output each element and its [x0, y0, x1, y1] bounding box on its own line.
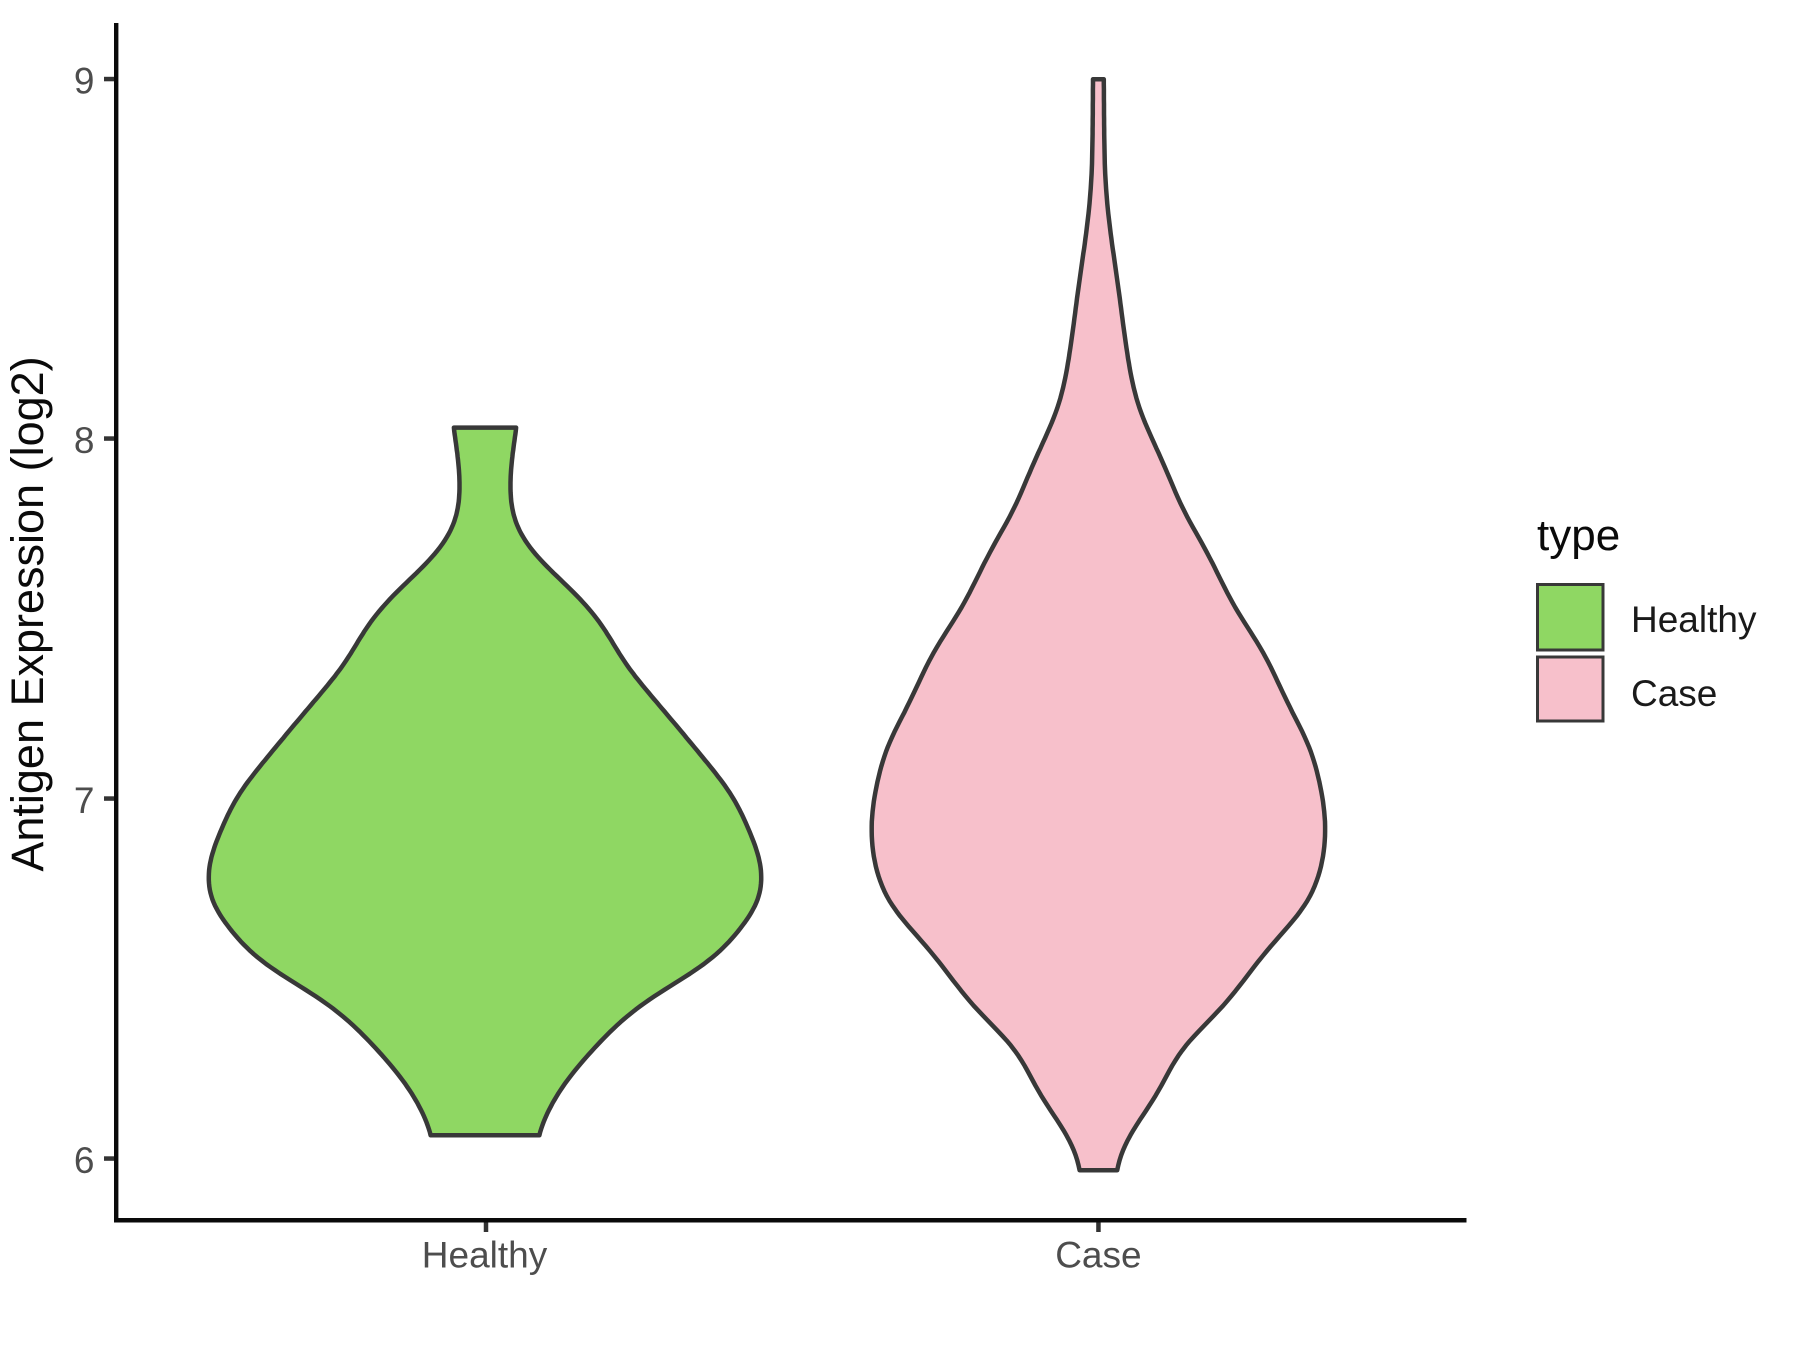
svg-text:Antigen Expression (log2): Antigen Expression (log2)	[2, 356, 53, 871]
svg-text:Case: Case	[1055, 1235, 1141, 1276]
svg-text:7: 7	[74, 780, 95, 821]
svg-text:Case: Case	[1631, 673, 1717, 714]
svg-text:8: 8	[74, 420, 95, 461]
svg-text:Healthy: Healthy	[422, 1235, 548, 1276]
svg-text:Healthy: Healthy	[1631, 599, 1757, 640]
svg-text:9: 9	[74, 61, 95, 102]
svg-text:6: 6	[74, 1140, 95, 1181]
svg-text:type: type	[1537, 511, 1620, 560]
